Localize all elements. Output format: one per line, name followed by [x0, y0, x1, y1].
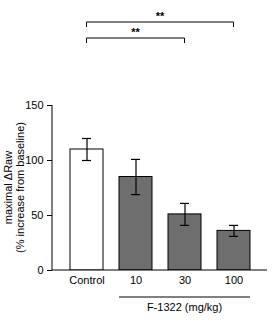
- svg-text:**: **: [156, 10, 165, 22]
- svg-text:50: 50: [31, 209, 43, 221]
- svg-text:maximal ΔRaw: maximal ΔRaw: [2, 151, 14, 224]
- svg-text:**: **: [131, 26, 140, 38]
- svg-text:0: 0: [37, 264, 43, 276]
- svg-text:Control: Control: [69, 274, 104, 286]
- svg-text:(% increase from baseline): (% increase from baseline): [14, 122, 26, 253]
- svg-text:10: 10: [130, 274, 142, 286]
- svg-text:30: 30: [179, 274, 191, 286]
- svg-text:150: 150: [25, 99, 43, 111]
- svg-text:F-1322 (mg/kg): F-1322 (mg/kg): [147, 301, 222, 313]
- svg-text:100: 100: [25, 154, 43, 166]
- svg-text:100: 100: [225, 274, 243, 286]
